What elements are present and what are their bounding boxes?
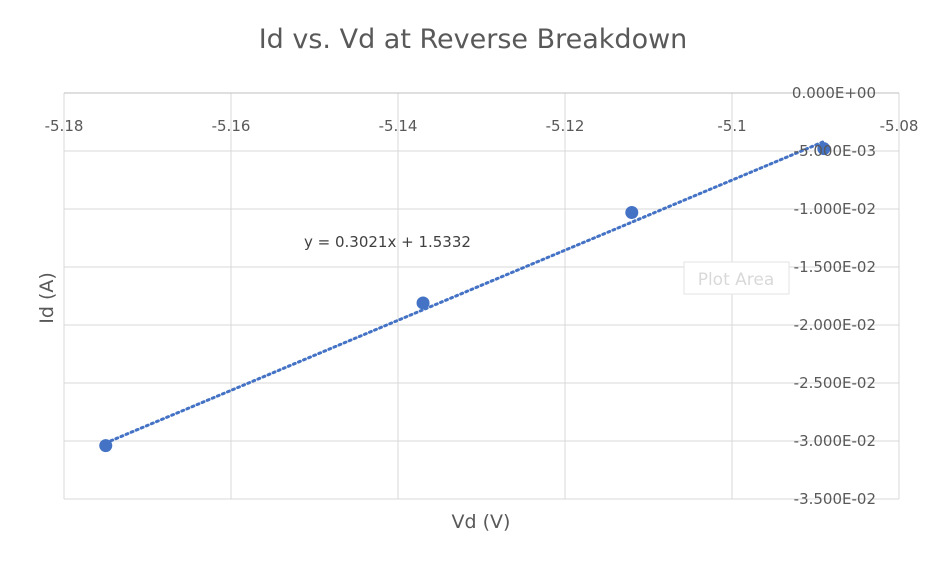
data-points <box>99 142 831 453</box>
y-tick-label: -2.000E-02 <box>794 316 876 334</box>
trendline-equation: y = 0.3021x + 1.5332 <box>304 233 471 251</box>
trendline <box>104 140 826 445</box>
trendline-group <box>104 140 826 445</box>
y-axis-title: Id (A) <box>36 272 58 324</box>
y-tick-label: -3.500E-02 <box>794 490 876 508</box>
y-tick-label: -3.000E-02 <box>794 432 876 450</box>
x-tick-label: -5.08 <box>880 117 919 135</box>
tooltip-box <box>683 261 790 295</box>
data-point <box>99 439 113 453</box>
x-tick-label: -5.18 <box>45 117 84 135</box>
y-tick-label: 0.000E+00 <box>792 84 876 102</box>
gridlines <box>63 93 900 500</box>
x-tick-label: -5.16 <box>212 117 251 135</box>
data-point <box>416 296 430 310</box>
x-tick-label: -5.12 <box>546 117 585 135</box>
y-tick-label: -1.000E-02 <box>794 200 876 218</box>
y-tick-label: -1.500E-02 <box>794 258 876 276</box>
x-axis-title: Vd (V) <box>452 511 511 533</box>
plot-area-tooltip: Plot Area <box>683 261 790 295</box>
y-tick-label: -5.000E-03 <box>794 142 876 160</box>
y-tick-label: -2.500E-02 <box>794 374 876 392</box>
x-tick-label: -5.1 <box>717 117 746 135</box>
tick-labels: -5.18 -5.16 -5.14 -5.12 -5.1 -5.080.000E+00 -5… <box>45 84 919 508</box>
tooltip-text: Plot Area <box>698 270 775 290</box>
x-tick-label: -5.14 <box>379 117 418 135</box>
data-point <box>817 142 831 156</box>
data-point <box>625 205 639 219</box>
chart-title: Id vs. Vd at Reverse Breakdown <box>259 24 688 55</box>
